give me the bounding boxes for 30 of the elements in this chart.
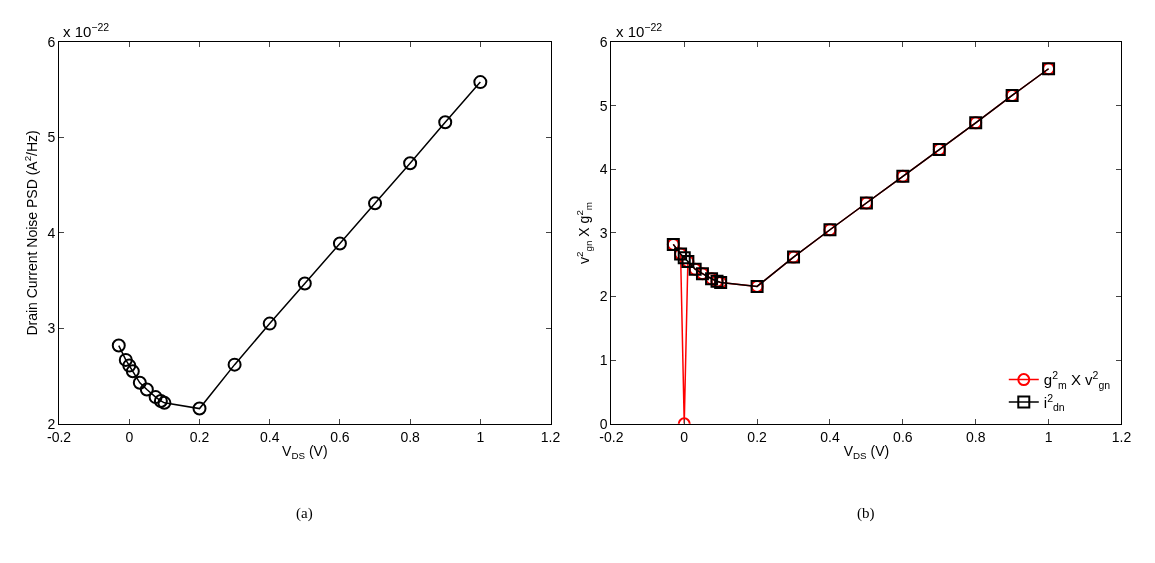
y-tick-label: 3 [47,320,56,337]
text: (b) [857,505,875,522]
y-tick-label: 6 [47,33,56,50]
x-tick-label: 0 [125,428,134,445]
x-tick-label: 1 [1044,428,1053,445]
x-tick-label: 1 [476,428,485,445]
y-tick-label: 2 [599,288,608,305]
x-tick-label: 0.8 [400,428,421,445]
text: x 10$^{−22}$ [63,21,110,41]
x-tick-label: 0.4 [820,428,840,445]
x-axis-title: V$_{DS}$ (V) [282,442,328,461]
x-tick-label: 0.4 [259,428,280,445]
x-tick-label: 0.8 [965,428,986,445]
x-tick-label: 0 [680,428,689,445]
y-tick-label: 1 [599,352,608,369]
x-tick-label: 0.6 [330,428,350,445]
y-tick-label: 4 [47,224,56,241]
x-tick-label: 0.2 [189,428,210,445]
x-axis-title: V$_{DS}$ (V) [843,442,890,461]
y-tick-label: 4 [599,161,608,178]
x-tick-label: 0.6 [893,428,913,445]
x-tick-label: 1.2 [1111,428,1132,445]
y-tick-label: 6 [599,33,608,50]
text: x 10$^{−22}$ [616,21,663,41]
y-tick-label: 5 [599,97,608,114]
y-tick-label: 5 [47,129,56,146]
x-tick-label: 1.2 [540,428,561,445]
x-tick-label: 0.2 [747,428,768,445]
text: (a) [296,505,313,522]
y-tick-label: 3 [599,224,608,241]
